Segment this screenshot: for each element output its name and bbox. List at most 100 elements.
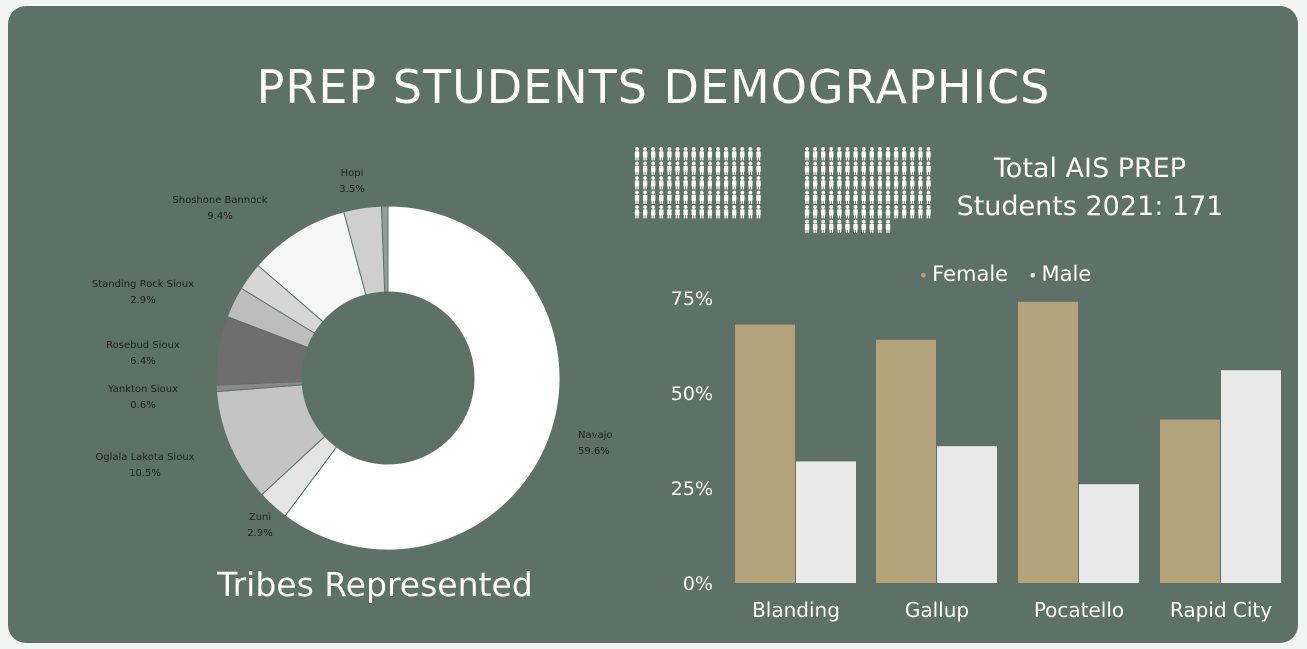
person-icon (926, 190, 931, 204)
person-icon (845, 205, 850, 219)
person-icon (804, 205, 810, 219)
person-icon (918, 176, 923, 190)
person-icon (812, 205, 818, 219)
person-icon (804, 161, 810, 175)
person-icon (723, 176, 729, 190)
person-icon (691, 147, 696, 161)
person-icon (885, 190, 891, 204)
person-icon (732, 147, 737, 161)
bar-male-pocatello (1079, 484, 1139, 583)
bar-male-blanding (796, 461, 856, 583)
donut-chart-title: Tribes Represented (217, 565, 533, 604)
person-icon (732, 176, 737, 190)
person-icon (821, 147, 826, 161)
person-icon (926, 161, 931, 175)
bar-male-rapid-city (1221, 370, 1281, 583)
person-icon (869, 161, 874, 175)
person-icon (910, 205, 915, 219)
person-icon (715, 161, 721, 175)
y-tick-label: 50% (671, 383, 713, 405)
person-icon (861, 190, 866, 204)
slice-label-shoshone-bannock: Shoshone Bannock (172, 195, 267, 206)
person-icon (634, 205, 640, 219)
person-icon (821, 190, 826, 204)
person-icon (861, 205, 866, 219)
person-icon (691, 205, 696, 219)
person-icon (804, 176, 810, 190)
person-icon (910, 190, 915, 204)
person-icon (861, 161, 866, 175)
legend-swatch-female: • (918, 265, 929, 285)
person-icon (877, 147, 883, 161)
person-icon (691, 190, 696, 204)
person-icon (667, 147, 672, 161)
person-icon (902, 205, 907, 219)
person-icon (659, 147, 664, 161)
slice-value-hopi: 3.5% (339, 184, 364, 195)
person-icon (748, 161, 753, 175)
person-icon (699, 176, 704, 190)
person-icon (837, 161, 842, 175)
bar-female-blanding (735, 324, 795, 583)
y-tick-label: 0% (683, 573, 713, 595)
slice-label-zuni: Zuni (249, 512, 271, 523)
person-icon (812, 190, 818, 204)
person-icon (861, 176, 866, 190)
person-icon (707, 205, 713, 219)
slice-value-rosebud-sioux: 6.4% (130, 356, 155, 367)
legend-item-female: • Female (918, 262, 1009, 286)
slice-value-oglala-lakota-sioux: 10.5% (129, 468, 161, 479)
person-icon (659, 176, 664, 190)
x-category-label: Gallup (905, 598, 969, 622)
person-icon (869, 219, 874, 233)
person-icon (740, 147, 745, 161)
person-icon (853, 219, 858, 233)
person-icon (804, 147, 810, 161)
person-icon (667, 205, 672, 219)
person-icon (651, 176, 656, 190)
person-icon (861, 219, 866, 233)
person-icon (748, 176, 753, 190)
person-icon (642, 205, 648, 219)
person-icon (877, 205, 883, 219)
person-icon (732, 205, 737, 219)
person-icon (723, 161, 729, 175)
person-icon (683, 176, 688, 190)
person-icon (699, 161, 704, 175)
person-icon (853, 176, 858, 190)
person-icon (837, 205, 842, 219)
person-icon (877, 176, 883, 190)
person-icon (748, 147, 753, 161)
person-icon (740, 205, 745, 219)
person-icon (821, 176, 826, 190)
person-icon (634, 147, 640, 161)
person-icon (918, 205, 923, 219)
bar-female-pocatello (1018, 301, 1078, 583)
person-icon (829, 161, 834, 175)
person-icon (675, 147, 680, 161)
person-icon (829, 176, 834, 190)
person-icon (837, 147, 842, 161)
person-icon (829, 205, 834, 219)
person-icon (910, 161, 915, 175)
legend-swatch-male: • (1028, 265, 1038, 285)
person-icon (715, 205, 721, 219)
person-icon (877, 161, 883, 175)
person-icon (642, 147, 648, 161)
person-icon (675, 205, 680, 219)
x-category-label: Blanding (752, 598, 840, 622)
person-icon (893, 176, 899, 190)
person-icon (675, 161, 680, 175)
person-icon (829, 190, 834, 204)
slice-label-hopi: Hopi (341, 168, 364, 179)
person-icon (699, 147, 704, 161)
slice-label-yankton-sioux: Yankton Sioux (107, 384, 178, 395)
person-icon (634, 161, 640, 175)
person-icon (683, 205, 688, 219)
person-icon (821, 219, 826, 233)
person-icon (667, 161, 672, 175)
person-icon (634, 176, 640, 190)
person-icon (869, 190, 874, 204)
total-line-1: Total AIS PREP (993, 153, 1187, 184)
